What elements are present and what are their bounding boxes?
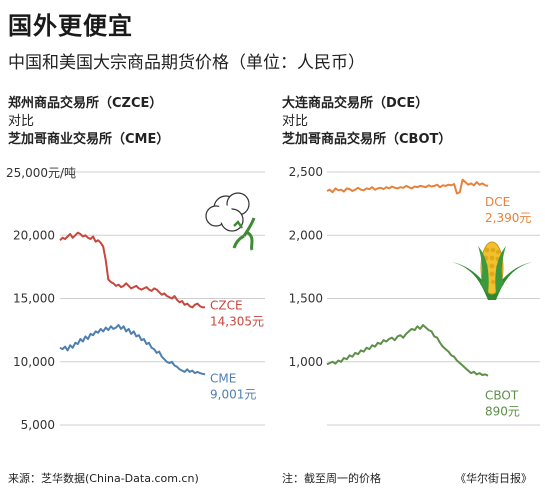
cotton-icon — [205, 192, 256, 251]
y-tick-label: 2,000 — [289, 228, 323, 242]
left-chart-header: 郑州商品交易所（CZCE） 对比 芝加哥商业交易所（CME） — [8, 95, 169, 149]
series-label-cbot: CBOT — [485, 389, 519, 403]
right-chart: 1,000 1,500 2,000 2,500 DCE 2,390元 CBOT 890元 — [289, 165, 540, 426]
y-tick-label: 2,500 — [289, 165, 323, 179]
series-label-czce: CZCE — [210, 298, 243, 312]
y-tick-label: 15,000 — [13, 292, 55, 306]
right-chart-header: 大连商品交易所（DCE） 对比 芝加哥商品交易所（CBOT） — [282, 95, 451, 149]
y-tick-label: 10,000 — [13, 355, 55, 369]
footer-source: 来源：芝华数据(China-Data.com.cn) — [8, 472, 199, 485]
series-label-cme: CME — [210, 371, 236, 385]
right-header-line3: 芝加哥商品交易所（CBOT） — [282, 132, 452, 147]
left-header-line2: 对比 — [8, 114, 35, 129]
series-line-cme — [59, 324, 206, 376]
footer-note: 注：截至周一的价格 — [282, 472, 381, 485]
y-tick-label: 5,000 — [21, 418, 55, 432]
y-tick-label: 1,000 — [289, 355, 323, 369]
page-subtitle: 中国和美国大宗商品期货价格（单位：人民币） — [8, 53, 365, 73]
left-chart: 5,000 10,000 15,000 20,000 25,000元/吨 CZCE 14,3… — [6, 166, 265, 432]
series-line-czce — [59, 231, 206, 309]
right-header-line2: 对比 — [282, 114, 309, 129]
corn-icon — [452, 241, 532, 300]
left-header-line1: 郑州商品交易所（CZCE） — [8, 96, 163, 111]
series-value-dce: 2,390元 — [485, 211, 531, 225]
series-value-cbot: 890元 — [485, 405, 520, 419]
series-value-czce: 14,305元 — [210, 314, 264, 328]
series-line-cbot — [326, 324, 489, 377]
series-value-cme: 9,001元 — [210, 387, 256, 401]
left-header-line3: 芝加哥商业交易所（CME） — [8, 132, 170, 147]
y-unit-label: 25,000元/吨 — [6, 166, 76, 180]
y-tick-label: 1,500 — [289, 292, 323, 306]
footer-brand: 《华尔街日报》 — [455, 472, 532, 485]
y-tick-label: 20,000 — [13, 228, 55, 242]
page-title: 国外更便宜 — [8, 12, 133, 40]
right-header-line1: 大连商品交易所（DCE） — [282, 96, 429, 111]
series-line-dce — [326, 178, 489, 195]
series-label-dce: DCE — [485, 195, 510, 209]
